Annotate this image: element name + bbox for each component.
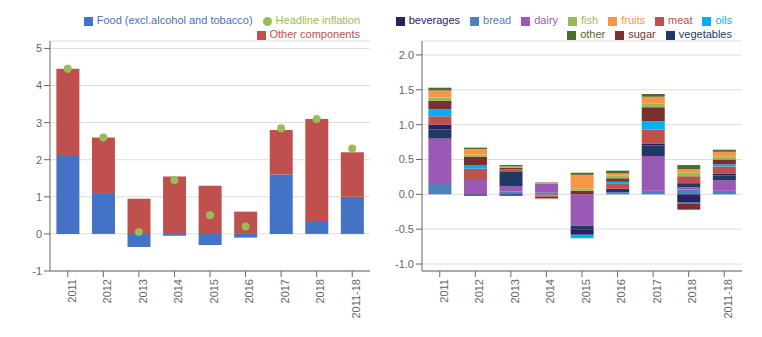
svg-text:0: 0 xyxy=(36,228,42,240)
svg-text:2012: 2012 xyxy=(101,279,113,303)
html-text:oils: oils xyxy=(715,14,732,26)
svg-text:5: 5 xyxy=(36,42,42,54)
svg-text:2011-18: 2011-18 xyxy=(350,279,362,319)
html-text:Headline inflation: Headline inflation xyxy=(275,14,360,26)
html-text:Food (excl.alcohol and tobacco: Food (excl.alcohol and tobacco) xyxy=(96,14,253,26)
svg-text:2018: 2018 xyxy=(686,279,698,303)
svg-text:2016: 2016 xyxy=(615,279,627,303)
html-text:bread: bread xyxy=(483,14,512,26)
svg-text:-1.0: -1.0 xyxy=(395,258,414,270)
svg-text:-1: -1 xyxy=(32,265,42,277)
html-text:Other components: Other components xyxy=(269,28,360,40)
html-text:meat: meat xyxy=(668,14,693,26)
svg-text:4: 4 xyxy=(36,79,42,91)
svg-text:2011: 2011 xyxy=(66,279,78,303)
svg-text:2012: 2012 xyxy=(473,279,485,303)
svg-text:0.5: 0.5 xyxy=(399,153,414,165)
svg-text:2013: 2013 xyxy=(137,279,149,303)
svg-text:2014: 2014 xyxy=(544,279,556,303)
html-text:fish: fish xyxy=(581,14,599,26)
svg-text:2015: 2015 xyxy=(208,279,220,303)
svg-text:2013: 2013 xyxy=(509,279,521,303)
svg-text:2011-18: 2011-18 xyxy=(722,279,734,319)
svg-text:1: 1 xyxy=(36,191,42,203)
svg-text:-0.5: -0.5 xyxy=(395,223,414,235)
svg-text:1.5: 1.5 xyxy=(399,84,414,96)
svg-text:2: 2 xyxy=(36,154,42,166)
svg-text:2015: 2015 xyxy=(580,279,592,303)
svg-text:2017: 2017 xyxy=(279,279,291,303)
svg-text:1.0: 1.0 xyxy=(399,119,414,131)
svg-text:2.0: 2.0 xyxy=(399,49,414,61)
svg-text:3: 3 xyxy=(36,117,42,129)
svg-text:2017: 2017 xyxy=(651,279,663,303)
html-text:beverages: beverages xyxy=(408,14,461,26)
html-text:vegetables: vegetables xyxy=(678,28,732,40)
svg-text:2018: 2018 xyxy=(314,279,326,303)
svg-text:2011: 2011 xyxy=(438,279,450,303)
svg-text:2016: 2016 xyxy=(243,279,255,303)
html-text:sugar: sugar xyxy=(628,28,656,40)
html-text:dairy: dairy xyxy=(534,14,558,26)
html-text:other: other xyxy=(580,28,606,40)
svg-text:0.0: 0.0 xyxy=(399,188,414,200)
svg-text:2014: 2014 xyxy=(172,279,184,303)
html-text:fruits: fruits xyxy=(621,14,645,26)
